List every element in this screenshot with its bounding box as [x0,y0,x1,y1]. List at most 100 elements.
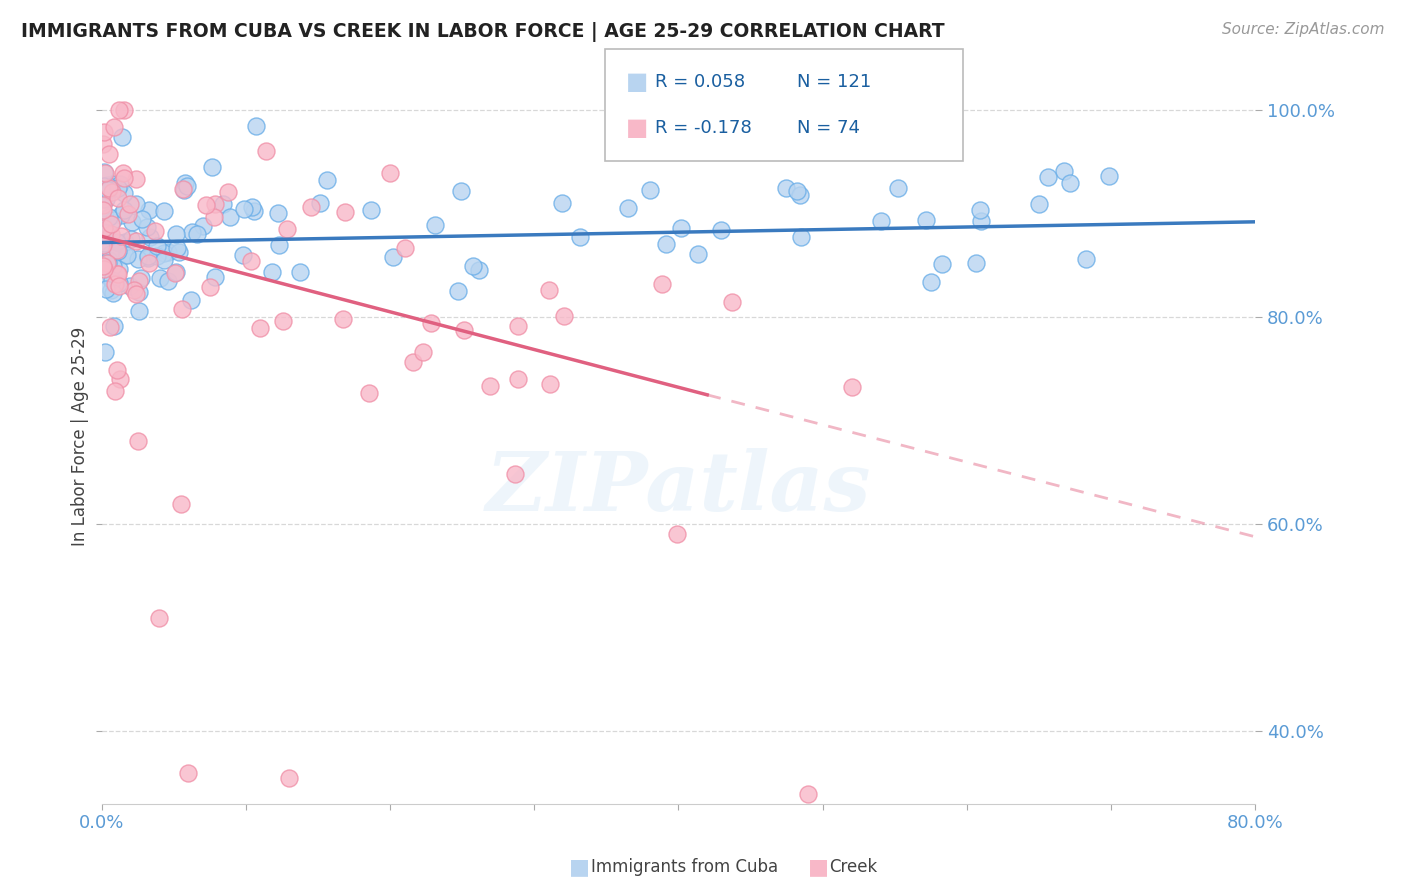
Point [93,178,115,193]
Point [94,282,117,296]
Point [290,264,312,278]
Point [402,355,425,369]
Point [128,285,150,300]
Point [165,266,187,280]
Point [108,277,131,291]
Text: N = 121: N = 121 [797,73,872,91]
Point [616,202,638,216]
Point [172,301,194,316]
Point [204,197,226,211]
Point [101,213,124,227]
Point [111,166,134,180]
Point [267,206,290,220]
Point [360,203,382,218]
Point [131,212,153,227]
Point [245,119,267,133]
Point [107,279,129,293]
Point [97,146,120,161]
Text: ZIPatlas: ZIPatlas [485,448,872,528]
Point [655,237,678,252]
Point [970,213,993,227]
Point [569,230,592,244]
Point [117,207,139,221]
Point [172,181,194,195]
Point [122,283,145,297]
Point [775,181,797,195]
Point [381,250,404,264]
Point [669,220,692,235]
Point [91,198,114,212]
Point [146,239,169,253]
Point [100,217,122,231]
Point [789,187,811,202]
Point [267,238,290,252]
Point [125,234,148,248]
Point [101,285,124,300]
Point [110,229,132,244]
Point [786,184,808,198]
Point [112,171,135,186]
Point [111,129,134,144]
Point [920,275,942,289]
Point [299,200,322,214]
Point [114,248,136,262]
Point [118,196,141,211]
Point [450,184,472,198]
Point [98,247,121,261]
Point [1028,197,1050,211]
Point [107,181,129,195]
Point [195,198,218,212]
Point [100,283,122,297]
Point [1053,164,1076,178]
Point [107,103,129,117]
Point [870,214,893,228]
Point [232,248,254,262]
Point [447,285,470,299]
Point [166,240,188,254]
Point [720,295,742,310]
Point [96,178,118,192]
Point [138,202,160,217]
Point [101,273,124,287]
Point [271,314,294,328]
Point [104,277,127,292]
Point [104,384,127,399]
Point [193,219,215,233]
Point [128,304,150,318]
Point [101,177,124,191]
Point [91,237,114,252]
Point [249,321,271,335]
Point [965,255,987,269]
Point [453,323,475,337]
Text: Immigrants from Cuba: Immigrants from Cuba [591,858,778,876]
Point [278,771,301,785]
Point [101,259,124,273]
Point [260,265,283,279]
Point [503,467,526,481]
Point [180,293,202,308]
Point [136,220,159,235]
Point [112,203,135,218]
Point [551,195,574,210]
Point [152,252,174,267]
Point [101,185,124,199]
Point [233,202,256,216]
Point [108,262,131,277]
Point [254,144,277,158]
Point [145,250,167,264]
Point [136,251,159,265]
Point [1059,176,1081,190]
Point [143,224,166,238]
Text: R = -0.178: R = -0.178 [655,120,752,137]
Point [710,223,733,237]
Point [240,253,263,268]
Point [91,136,114,151]
Point [173,183,195,197]
Point [125,286,148,301]
Point [553,309,575,323]
Point [107,267,129,281]
Point [138,230,160,244]
Point [94,268,117,282]
Point [93,166,115,180]
Point [120,279,142,293]
